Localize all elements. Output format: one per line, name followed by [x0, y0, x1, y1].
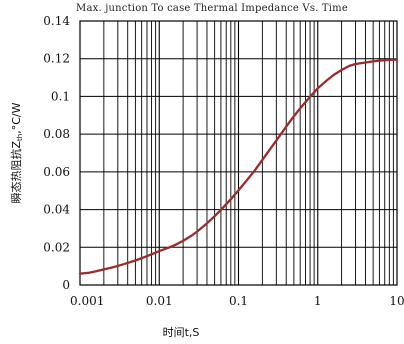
- x-tick-label: 1: [314, 294, 322, 308]
- y-axis-title-unit: ,°C/W: [10, 102, 23, 133]
- y-tick-label: 0.02: [43, 240, 70, 254]
- y-axis-title-subscript: th: [16, 134, 24, 141]
- plot-frame: [79, 20, 398, 286]
- x-tick-labels: 0.001 0.01 0.1 1 10: [70, 294, 404, 308]
- y-tick-label: 0.08: [43, 127, 70, 141]
- y-tick-label: 0.12: [43, 52, 70, 66]
- x-tick-label: 0.1: [229, 294, 248, 308]
- y-tick-label: 0.04: [43, 203, 70, 217]
- y-tick-label: 0: [62, 278, 70, 292]
- y-axis-title: 瞬态热阻抗Zth,°C/W: [9, 102, 24, 203]
- impedance-curve: [78, 58, 399, 275]
- x-axis-title: 时间t,S: [163, 326, 200, 339]
- x-tick-label: 0.001: [70, 294, 104, 308]
- y-tick-label: 0.1: [51, 89, 70, 103]
- chart-title: Max. junction To case Thermal Impedance …: [76, 3, 348, 14]
- y-tick-label: 0.06: [43, 165, 70, 179]
- y-axis-title-main: 瞬态热阻抗Z: [9, 141, 23, 204]
- y-tick-labels: 0 0.02 0.04 0.06 0.08 0.1 0.12 0.14: [43, 14, 70, 292]
- x-tick-label: 10: [389, 294, 404, 308]
- y-tick-label: 0.14: [43, 14, 70, 28]
- x-tick-label: 0.01: [146, 294, 173, 308]
- grid-lines: [80, 21, 397, 285]
